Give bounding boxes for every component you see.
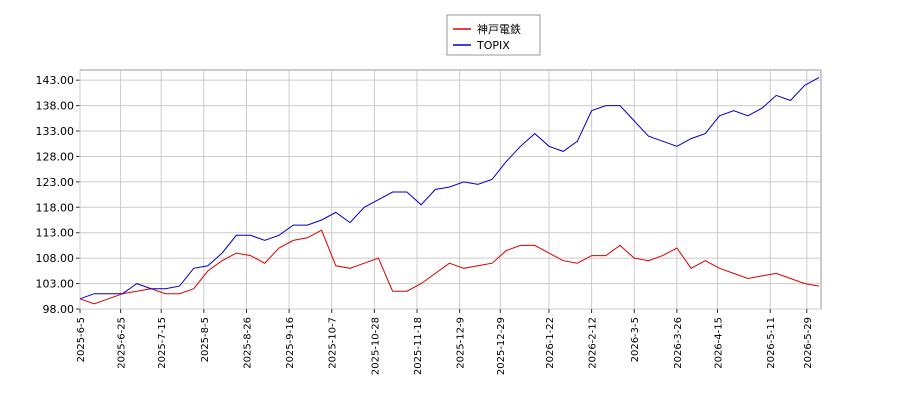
legend-box	[446, 14, 541, 56]
y-tick-label: 98.00	[43, 303, 75, 316]
x-tick-label: 2026-3-5	[630, 317, 641, 362]
x-tick-label: 2025-7-15	[157, 317, 168, 369]
legend-label: 神戸電鉄	[477, 22, 521, 36]
x-tick-label: 2026-5-29	[803, 317, 814, 369]
x-tick-label: 2025-12-9	[456, 317, 467, 369]
y-tick-label: 133.00	[36, 125, 75, 138]
x-tick-label: 2026-2-12	[588, 317, 599, 369]
y-tick-label: 108.00	[36, 252, 75, 265]
x-tick-label: 2025-11-18	[413, 317, 424, 375]
y-tick-label: 128.00	[36, 150, 75, 163]
y-tick-label: 103.00	[36, 278, 75, 291]
y-tick-label: 143.00	[36, 74, 75, 87]
x-tick-label: 2025-8-5	[200, 317, 211, 362]
y-tick-label: 118.00	[36, 201, 75, 214]
x-tick-label: 2026-3-26	[673, 317, 684, 369]
x-tick-label: 2025-8-26	[242, 317, 253, 369]
x-tick-label: 2025-6-5	[76, 317, 87, 362]
x-tick-label: 2025-12-29	[496, 317, 507, 375]
y-tick-label: 138.00	[36, 100, 75, 113]
y-tick-label: 123.00	[36, 176, 75, 189]
legend-label: TOPIX	[476, 39, 510, 52]
x-tick-label: 2026-4-15	[713, 317, 724, 369]
x-tick-label: 2026-1-22	[545, 317, 556, 369]
y-tick-label: 113.00	[36, 227, 75, 240]
x-tick-label: 2026-5-11	[766, 317, 777, 369]
legend: 神戸電鉄 TOPIX	[446, 14, 541, 56]
x-tick-label: 2025-10-28	[370, 317, 381, 375]
x-tick-label: 2025-9-16	[285, 317, 296, 369]
series-line	[79, 77, 820, 300]
x-tick-label: 2025-6-25	[117, 317, 128, 369]
x-tick-label: 2025-10-7	[328, 317, 339, 369]
series-line	[79, 229, 820, 305]
